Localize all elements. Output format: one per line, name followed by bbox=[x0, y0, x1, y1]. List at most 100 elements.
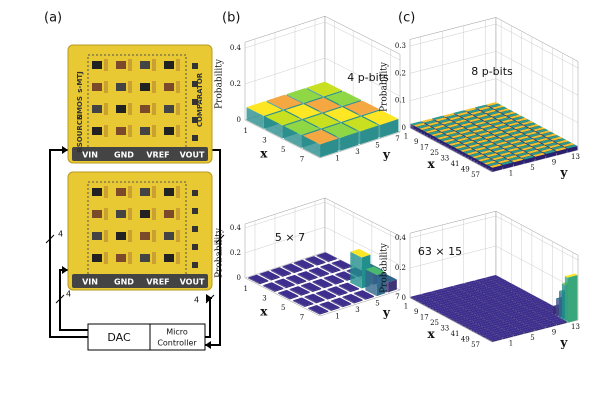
bar-top bbox=[460, 148, 473, 153]
trim bbox=[152, 186, 156, 198]
bar-face bbox=[448, 144, 452, 150]
trim bbox=[176, 186, 180, 198]
y-tick-label: 1 bbox=[335, 313, 339, 321]
bar-face bbox=[477, 159, 481, 166]
component bbox=[164, 105, 174, 113]
trim bbox=[176, 81, 180, 93]
bar-top bbox=[453, 283, 467, 288]
bar-top bbox=[505, 155, 518, 160]
bar-face bbox=[524, 329, 535, 334]
header bbox=[192, 63, 198, 69]
bar-top bbox=[483, 282, 497, 287]
bar-top bbox=[491, 156, 505, 161]
bar-top bbox=[444, 304, 458, 309]
bar-top bbox=[433, 133, 447, 138]
bar-top bbox=[547, 135, 560, 140]
bar-top bbox=[521, 129, 535, 134]
z-axis-label: Probability bbox=[215, 227, 225, 278]
bar-top bbox=[444, 131, 458, 136]
bar-top bbox=[508, 304, 521, 309]
bar-top bbox=[499, 324, 512, 329]
bar-top bbox=[293, 297, 314, 307]
component bbox=[116, 83, 126, 91]
bar-face bbox=[286, 284, 295, 289]
bar-top bbox=[520, 293, 534, 298]
bar-top bbox=[491, 329, 505, 334]
bar-top bbox=[301, 282, 322, 292]
trim bbox=[176, 208, 180, 220]
bar-top bbox=[448, 116, 462, 121]
x-tick-label: 1 bbox=[404, 133, 408, 141]
bar-face bbox=[293, 262, 306, 270]
bar-top bbox=[467, 307, 480, 312]
bar-top bbox=[469, 152, 482, 157]
bar-top bbox=[440, 293, 454, 298]
bar-top bbox=[496, 297, 510, 302]
component bbox=[140, 254, 150, 262]
bar-top bbox=[512, 141, 525, 146]
bar-face bbox=[305, 265, 314, 270]
bar-top bbox=[452, 299, 466, 304]
bar-top bbox=[509, 140, 522, 145]
bar-top bbox=[503, 137, 516, 142]
dac-label: DAC bbox=[107, 331, 131, 344]
bar-top bbox=[450, 134, 464, 139]
bar-face bbox=[308, 276, 318, 281]
bar-face bbox=[428, 133, 431, 139]
bar-top bbox=[436, 308, 450, 313]
bar-top bbox=[427, 294, 440, 299]
z-tick-label: 0 bbox=[402, 294, 406, 302]
bar-face bbox=[342, 296, 354, 304]
bar-top bbox=[559, 141, 572, 146]
bar-top bbox=[481, 142, 495, 147]
bar-top bbox=[308, 305, 329, 314]
bar-face bbox=[286, 277, 298, 285]
grid-line bbox=[409, 51, 497, 74]
bar-top bbox=[480, 107, 494, 112]
bar-face bbox=[436, 137, 440, 144]
bar-face bbox=[413, 125, 417, 131]
bar-face bbox=[460, 150, 464, 157]
bar-top bbox=[478, 115, 492, 120]
bar-top bbox=[485, 274, 499, 279]
bar-top bbox=[419, 126, 432, 131]
bar-top bbox=[469, 127, 482, 132]
bar-top bbox=[454, 292, 468, 297]
bar-top bbox=[522, 311, 536, 316]
bar-top bbox=[486, 335, 500, 340]
x-tick-label: 25 bbox=[430, 319, 439, 327]
y-tick-label: 13 bbox=[571, 323, 580, 331]
trim bbox=[152, 59, 156, 71]
bar-face bbox=[259, 273, 271, 281]
bar-top bbox=[460, 122, 473, 127]
bar-top bbox=[506, 311, 519, 316]
x-tick-label: 3 bbox=[262, 136, 266, 144]
bar-top bbox=[538, 303, 552, 308]
bar-face bbox=[472, 156, 475, 163]
bar-top bbox=[278, 289, 299, 299]
bar-top bbox=[561, 142, 575, 147]
bar-top bbox=[465, 116, 478, 121]
component bbox=[164, 83, 174, 91]
header bbox=[192, 190, 198, 196]
bar-top bbox=[464, 107, 477, 112]
bar-top bbox=[463, 124, 476, 129]
bar-face bbox=[489, 166, 493, 172]
bar-top bbox=[513, 150, 526, 155]
bar-top bbox=[286, 274, 307, 284]
pin-label: VREF bbox=[146, 151, 169, 160]
pin-strip bbox=[72, 147, 208, 161]
bar-top bbox=[499, 299, 513, 304]
bar-top bbox=[510, 149, 523, 154]
bar-top bbox=[507, 320, 520, 325]
bar-top bbox=[542, 313, 555, 318]
bar-face bbox=[513, 332, 524, 337]
bar-top bbox=[491, 303, 505, 308]
component bbox=[140, 210, 150, 218]
component bbox=[164, 127, 174, 135]
bar-top bbox=[274, 278, 295, 288]
bar-top bbox=[463, 296, 476, 301]
bar-top bbox=[462, 115, 475, 120]
bar-top bbox=[503, 284, 516, 289]
bar-top bbox=[439, 309, 453, 314]
